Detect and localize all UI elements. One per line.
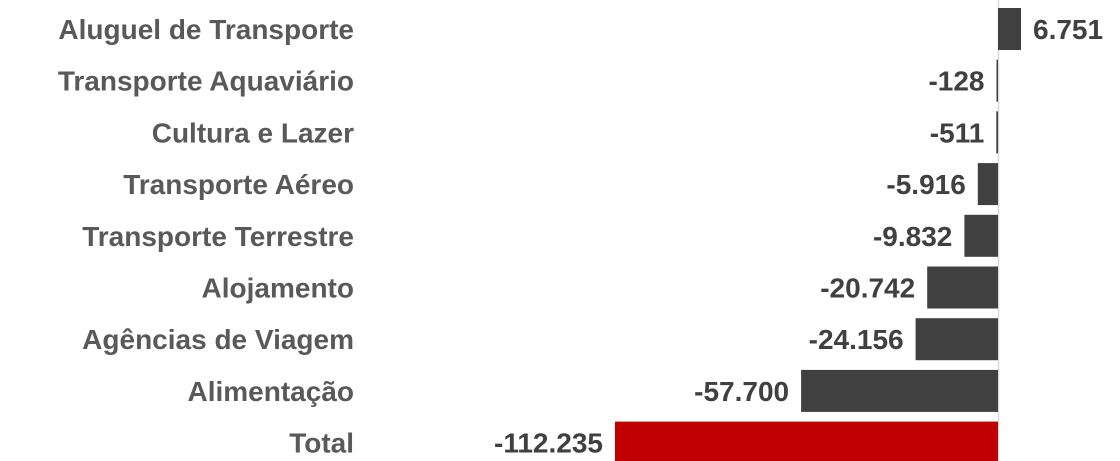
value-label: -57.700 <box>694 376 789 407</box>
value-label: -112.235 <box>494 428 603 459</box>
bar-3 <box>977 163 998 206</box>
bar-8 <box>615 421 998 461</box>
category-label: Transporte Terrestre <box>82 221 354 252</box>
value-label: -24.156 <box>809 324 904 355</box>
bar-1 <box>996 59 998 102</box>
category-label: Total <box>289 428 354 459</box>
category-label: Transporte Aquaviário <box>58 66 354 97</box>
value-label: -9.832 <box>873 221 952 252</box>
category-label: Agências de Viagem <box>82 324 354 355</box>
category-label: Cultura e Lazer <box>152 117 354 148</box>
value-label: -128 <box>928 66 984 97</box>
value-label: 6.751 <box>1033 14 1103 45</box>
value-label: -511 <box>930 117 985 148</box>
category-label: Transporte Aéreo <box>123 169 354 200</box>
category-label: Alimentação <box>188 376 355 407</box>
bar-2 <box>996 111 998 154</box>
bar-4 <box>964 214 998 257</box>
value-label: -5.916 <box>886 169 965 200</box>
bar-5 <box>927 266 998 309</box>
bar-6 <box>915 318 998 361</box>
value-label: -20.742 <box>820 273 915 304</box>
category-label: Aluguel de Transporte <box>58 14 354 45</box>
bar-0 <box>998 8 1021 50</box>
bar-7 <box>801 369 998 412</box>
category-label: Alojamento <box>202 273 354 304</box>
